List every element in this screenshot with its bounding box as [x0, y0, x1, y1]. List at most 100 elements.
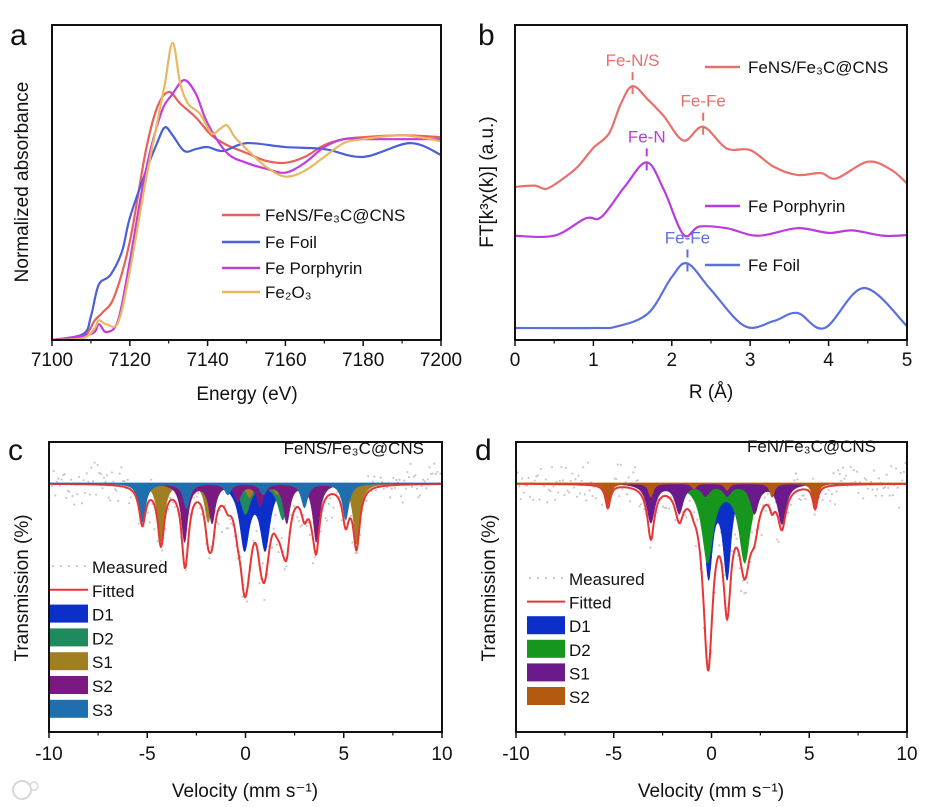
measured-point: [96, 463, 99, 467]
measured-point: [733, 533, 737, 536]
measured-point: [302, 513, 305, 516]
measured-point: [586, 461, 590, 464]
measured-point: [594, 497, 597, 500]
measured-point: [390, 487, 393, 490]
measured-point: [230, 522, 233, 525]
measured-point: [167, 507, 170, 511]
legend-swatch-s1: [50, 652, 88, 671]
measured-point: [636, 479, 640, 482]
measured-point: [521, 477, 524, 480]
measured-point: [787, 511, 790, 514]
panel-letter: c: [8, 434, 23, 467]
legend-swatch-d1: [50, 604, 88, 623]
measured-point: [519, 498, 522, 501]
measured-point: [569, 479, 572, 483]
measured-point: [52, 469, 55, 473]
measured-point: [414, 474, 417, 477]
measured-point: [557, 491, 560, 494]
measured-point: [614, 478, 618, 481]
measured-point: [538, 498, 541, 501]
y-axis-label: Transmission (%): [12, 514, 33, 661]
measured-point: [571, 472, 574, 475]
measured-point: [683, 514, 687, 517]
measured-point: [101, 487, 104, 490]
x-tick-label: 5: [902, 350, 913, 371]
series-line-fe-foil: [515, 261, 907, 330]
measured-point: [400, 495, 403, 498]
measured-point: [899, 471, 902, 475]
measured-point: [901, 479, 904, 482]
x-tick-label: 4: [823, 350, 834, 371]
measured-point: [855, 470, 859, 473]
measured-point: [532, 498, 535, 501]
measured-point: [891, 494, 895, 497]
measured-point: [406, 471, 409, 474]
x-axis-label: Energy (eV): [196, 384, 297, 405]
measured-point: [241, 595, 244, 598]
measured-point: [896, 486, 899, 489]
measured-point: [866, 487, 870, 490]
measured-point: [522, 491, 525, 494]
measured-point: [121, 479, 124, 483]
measured-point: [228, 518, 231, 521]
measured-point: [579, 492, 582, 495]
measured-point: [744, 591, 748, 594]
measured-point: [367, 475, 370, 478]
measured-point: [95, 493, 98, 496]
measured-point: [887, 486, 890, 490]
measured-point: [172, 501, 175, 504]
measured-point: [68, 490, 71, 493]
measured-point: [873, 469, 876, 472]
legend-label: Fe Foil: [748, 256, 800, 275]
measured-point: [824, 492, 827, 496]
measured-point: [746, 581, 749, 584]
measured-point: [54, 494, 57, 497]
measured-point: [401, 501, 404, 504]
fitted-curve: [516, 482, 907, 672]
measured-point: [106, 474, 109, 477]
panel-letter: b: [478, 19, 495, 52]
measured-point: [849, 465, 852, 469]
measured-point: [129, 496, 132, 499]
measured-point: [877, 477, 880, 480]
legend-label: D2: [569, 641, 591, 660]
measured-point: [373, 475, 376, 478]
measured-point: [90, 466, 93, 469]
x-tick-label: -5: [139, 744, 156, 765]
measured-point: [123, 480, 126, 483]
series-line-fe-foil: [52, 126, 441, 340]
measured-point: [766, 493, 769, 496]
measured-point: [546, 501, 549, 504]
series-line-fe-porphyrin: [52, 79, 441, 340]
measured-point: [245, 600, 249, 603]
x-tick-label: 7120: [109, 350, 151, 371]
measured-point: [693, 511, 696, 514]
measured-point: [407, 476, 411, 479]
measured-point: [629, 500, 632, 503]
fitted-curve: [49, 482, 442, 599]
measured-point: [844, 474, 848, 477]
measured-point: [252, 539, 255, 542]
measured-point: [261, 562, 264, 565]
measured-point: [516, 471, 519, 474]
measured-point: [852, 468, 855, 472]
legend-label: S2: [569, 688, 590, 707]
legend-swatch-d2: [50, 628, 88, 647]
measured-point: [329, 497, 332, 500]
measured-point: [277, 551, 280, 554]
measured-point: [552, 485, 555, 488]
x-axis-label: Velocity (mm s⁻¹): [172, 781, 318, 802]
measured-point: [57, 477, 60, 480]
measured-point: [55, 480, 58, 483]
x-tick-label: 5: [338, 744, 349, 765]
legend-label: S2: [92, 677, 113, 696]
x-tick-label: 1: [588, 350, 599, 371]
measured-point: [161, 549, 164, 552]
measured-point: [91, 480, 95, 483]
measured-point: [694, 544, 697, 548]
measured-point: [200, 513, 203, 516]
measured-point: [87, 480, 90, 484]
measured-point: [272, 527, 275, 530]
measured-point: [643, 508, 646, 511]
measured-point: [554, 498, 557, 501]
